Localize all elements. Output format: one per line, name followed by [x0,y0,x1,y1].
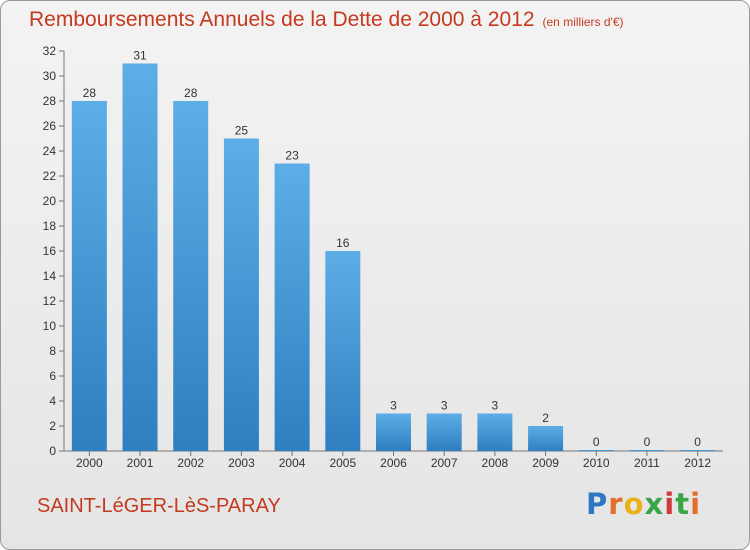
y-tick-label: 6 [49,369,56,383]
bar [528,426,564,451]
y-tick-label: 24 [43,144,57,158]
y-tick-label: 20 [43,194,57,208]
x-tick-label: 2011 [634,456,660,470]
x-tick-label: 2012 [684,456,711,470]
data-label: 0 [644,435,651,449]
y-tick-label: 12 [43,294,57,308]
bar [629,450,665,451]
y-tick-label: 2 [49,419,56,433]
data-label: 0 [694,435,701,449]
bar [173,101,209,451]
y-tick-label: 32 [43,44,57,58]
x-tick-label: 2002 [177,456,204,470]
bar [477,413,513,451]
x-tick-label: 2003 [228,456,255,470]
data-label: 28 [184,86,198,100]
bars: 28 31 28 25 23 16 3 3 3 2 0 0 0 [71,49,716,451]
x-tick-label: 2001 [127,456,154,470]
data-label: 3 [390,399,397,413]
data-label: 3 [441,399,448,413]
data-label: 16 [336,236,350,250]
data-label: 23 [285,149,299,163]
y-tick-label: 16 [43,244,57,258]
y-tick-label: 26 [43,119,57,133]
y-tick-label: 10 [43,319,57,333]
bar [274,163,310,451]
y-tick-label: 8 [49,344,56,358]
bar [376,413,411,451]
bar [426,413,462,451]
title-text: Remboursements Annuels de la Dette de 20… [29,8,535,31]
bar [680,450,716,451]
x-tick-label: 2004 [279,456,306,470]
commune-name: SAINT-LéGER-LèS-PARAY [37,495,281,517]
data-label: 28 [83,86,97,100]
y-tick-label: 22 [43,169,57,183]
x-tick-label: 2005 [329,456,356,470]
x-tick-label: 2007 [431,456,458,470]
data-label: 31 [133,49,147,63]
bar [71,101,107,451]
x-tick-label: 2010 [583,456,610,470]
units-label: (en milliers d'€) [542,15,624,29]
data-label: 2 [542,411,549,425]
y-tick-label: 14 [43,269,57,283]
x-tick-label: 2000 [76,456,103,470]
x-tick-label: 2009 [532,456,559,470]
x-tick-label: 2008 [482,456,509,470]
bar [578,450,614,451]
y-tick-label: 0 [49,444,56,458]
y-tick-label: 4 [49,394,56,408]
y-tick-label: 28 [43,94,57,108]
x-tick-label: 2006 [380,456,407,470]
data-label: 25 [235,124,249,138]
chart-title: Remboursements Annuels de la Dette de 20… [29,8,624,32]
bar [325,251,361,451]
proxiti-logo[interactable]: Proxiti [586,487,702,521]
data-label: 0 [593,435,600,449]
y-tick-label: 18 [43,219,57,233]
bar [223,138,259,451]
bar [122,63,158,451]
data-label: 3 [492,399,499,413]
y-tick-label: 30 [43,69,57,83]
